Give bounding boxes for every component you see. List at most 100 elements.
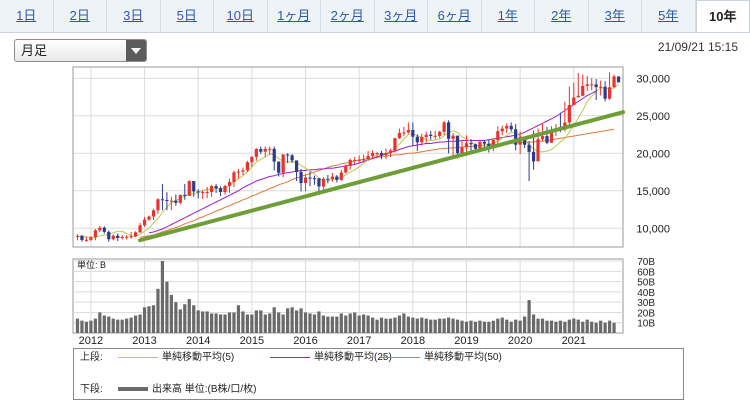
volume-bar-48 [290, 307, 294, 333]
candle-body-85 [455, 135, 460, 154]
volume-bar-43 [268, 313, 272, 333]
volume-bar-20 [165, 281, 169, 333]
volume-bar-15 [142, 307, 147, 333]
volume-bar-117 [599, 320, 603, 333]
volume-bar-59 [339, 313, 343, 333]
candle-body-95 [500, 128, 504, 132]
volume-bar-31 [214, 313, 218, 333]
volume-bar-116 [594, 322, 598, 333]
legend-lower-label: 下段: [80, 384, 103, 395]
candle-body-90 [478, 141, 482, 149]
tab-11[interactable]: 3年 [589, 0, 642, 32]
candle-body-72 [397, 132, 402, 139]
year-label-2015: 2015 [240, 335, 264, 345]
tab-2[interactable]: 3日 [107, 0, 161, 32]
volume-bar-24 [183, 304, 187, 333]
candle-body-39 [250, 156, 254, 163]
volume-bar-56 [326, 316, 330, 333]
candle-body-71 [393, 138, 397, 151]
candle-body-86 [460, 147, 464, 154]
volume-bar-67 [375, 319, 379, 333]
tab-13[interactable]: 10年 [695, 0, 750, 32]
volume-bar-60 [344, 315, 348, 333]
price-tick-label-1: 15,000 [636, 186, 670, 198]
volume-bar-47 [286, 308, 290, 333]
volume-bar-41 [259, 310, 263, 333]
candle-body-73 [402, 132, 406, 134]
candle-body-6 [102, 227, 106, 232]
candle-body-97 [509, 125, 513, 130]
year-label-2014: 2014 [186, 335, 210, 345]
volume-bar-10 [120, 319, 124, 333]
candle-body-115 [590, 84, 594, 86]
volume-bar-88 [469, 320, 473, 333]
candle-period-select[interactable]: 月足 [14, 39, 147, 62]
volume-bar-27 [196, 310, 200, 333]
tab-7[interactable]: 3ヶ月 [375, 0, 428, 32]
volume-bar-21 [169, 294, 173, 333]
volume-bar-70 [388, 318, 393, 333]
candle-body-65 [366, 155, 370, 160]
tab-9[interactable]: 1年 [482, 0, 535, 32]
volume-bar-83 [447, 317, 451, 333]
tab-0[interactable]: 1日 [0, 0, 54, 32]
candle-body-118 [603, 86, 607, 99]
tab-1[interactable]: 2日 [54, 0, 107, 32]
volume-bar-119 [607, 320, 612, 333]
candle-body-59 [339, 172, 343, 180]
volume-bar-68 [379, 317, 384, 333]
volume-bar-78 [424, 318, 428, 333]
volume-bar-76 [415, 318, 419, 333]
candle-body-105 [545, 136, 549, 143]
tab-4[interactable]: 10日 [214, 0, 268, 32]
volume-bar-14 [138, 314, 142, 333]
volume-bar-87 [464, 321, 469, 333]
dropdown-arrow-icon[interactable] [126, 40, 146, 61]
legend-upper-row: 上段: 単純移動平均(5) 単純移動平均(25) 単純移動平均(50) [80, 351, 502, 365]
volume-bar-17 [151, 305, 156, 333]
volume-bar-18 [156, 288, 160, 333]
volume-bar-36 [236, 305, 241, 333]
tab-10[interactable]: 2年 [535, 0, 589, 32]
tab-8[interactable]: 6ヶ月 [428, 0, 482, 32]
volume-bar-55 [321, 315, 326, 333]
candle-body-46 [281, 154, 285, 173]
volume-bar-2 [84, 321, 89, 333]
tab-6[interactable]: 2ヶ月 [321, 0, 375, 32]
volume-bar-111 [572, 318, 576, 333]
candle-body-98 [514, 129, 518, 145]
candle-body-102 [531, 151, 536, 162]
volume-bar-25 [187, 299, 191, 333]
candle-body-17 [151, 210, 156, 217]
price-tick-label-4: 30,000 [636, 73, 670, 85]
volume-tick-label-5: 60B [637, 267, 655, 278]
volume-bar-33 [223, 314, 227, 333]
tab-3[interactable]: 5日 [161, 0, 214, 32]
tab-5[interactable]: 1ヶ月 [268, 0, 321, 32]
legend-ma25: 単純移動平均(25) [270, 351, 392, 365]
year-label-2021: 2021 [562, 335, 586, 345]
tab-12[interactable]: 5年 [642, 0, 696, 32]
candle-body-40 [254, 149, 258, 157]
volume-bar-32 [218, 314, 223, 333]
price-frame-rect [72, 66, 624, 248]
volume-bar-94 [496, 318, 500, 333]
volume-bar-6 [102, 315, 106, 333]
trendline [138, 110, 625, 243]
volume-bar-108 [558, 320, 563, 333]
candle-body-30 [210, 186, 214, 193]
volume-bar-100 [523, 316, 527, 333]
candle-body-75 [411, 130, 415, 137]
volume-bar-0 [75, 318, 80, 333]
legend-ma50-text: 単純移動平均(50) [424, 352, 502, 363]
volume-bar-110 [567, 319, 571, 333]
candle-body-68 [379, 153, 384, 156]
volume-tick-label-3: 40B [637, 288, 655, 299]
candle-body-27 [196, 191, 200, 193]
volume-bar-112 [576, 319, 580, 333]
volume-bar-52 [308, 313, 312, 333]
candle-body-83 [447, 122, 451, 139]
volume-bar-46 [281, 314, 285, 333]
volume-bar-77 [420, 317, 424, 333]
candle-body-50 [299, 171, 303, 184]
